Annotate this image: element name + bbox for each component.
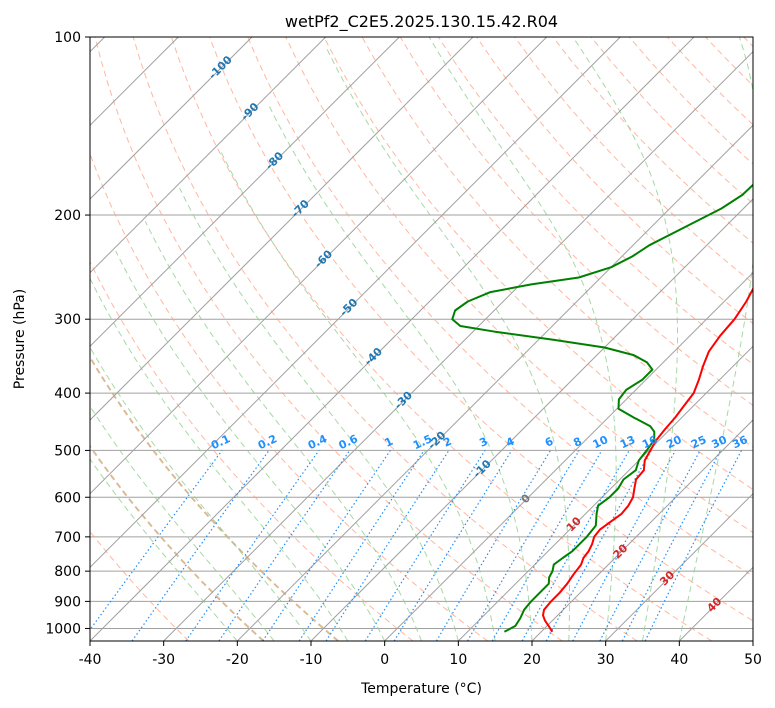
dry-adiabat-line bbox=[90, 444, 265, 641]
axes: -40 -30 -20 -10 0 10 20 30 40 50 100 200 300 400 500 60… bbox=[45, 30, 762, 668]
dry-adiabats bbox=[90, 37, 753, 641]
dry-adiabat-line bbox=[247, 37, 753, 577]
y-tick-label: 1000 bbox=[45, 621, 81, 637]
dry-adiabat-line bbox=[170, 37, 712, 641]
moist-adiabat-line bbox=[90, 405, 275, 641]
y-axis-label: Pressure (hPa) bbox=[12, 289, 28, 389]
moist-adiabat-line bbox=[267, 104, 533, 641]
moist-adiabat-line bbox=[90, 346, 312, 641]
y-tick-label: 700 bbox=[54, 530, 81, 546]
x-tick-label: 0 bbox=[380, 652, 389, 668]
isotherm-line bbox=[90, 37, 548, 495]
moist-adiabat-line bbox=[678, 37, 753, 641]
x-tick-label: 20 bbox=[523, 652, 541, 668]
x-tick-label: -10 bbox=[300, 652, 323, 668]
isotherms bbox=[90, 37, 753, 641]
mixing-ratio-label: 25 bbox=[689, 433, 708, 451]
isotherm-line bbox=[90, 37, 621, 569]
mixing-ratio-line bbox=[393, 450, 513, 641]
mixing-ratio-line bbox=[262, 450, 391, 641]
dry-adiabat-line bbox=[94, 37, 563, 641]
profile-series bbox=[451, 183, 753, 633]
isotherm-line bbox=[90, 37, 327, 274]
isotherm-line bbox=[310, 198, 753, 641]
mixing-ratio-line bbox=[521, 450, 630, 641]
mixing-ratio-line bbox=[218, 450, 351, 641]
y-tick-label: 100 bbox=[54, 30, 81, 46]
moist-adiabat-line bbox=[90, 277, 349, 641]
mixing-ratio-lines bbox=[90, 450, 743, 641]
dry-adiabat-line bbox=[90, 260, 414, 641]
moist-adiabat-line bbox=[90, 458, 238, 641]
moist-adiabat-line bbox=[428, 37, 617, 641]
moist-adiabat-line bbox=[572, 37, 678, 641]
isotherm-line bbox=[457, 345, 753, 641]
isotherm-line bbox=[531, 419, 753, 641]
mixing-ratio-line bbox=[325, 450, 450, 641]
plot-area: 0.1 0.2 0.4 0.6 1 1.5 2 3 4 6 8 10 13 16 20 25 30 36-100-… bbox=[90, 37, 753, 641]
mixing-ratio-line bbox=[298, 450, 425, 641]
dry-adiabat-line bbox=[209, 37, 753, 622]
plot-frame bbox=[89, 36, 754, 642]
moist-adiabat-line bbox=[326, 49, 570, 641]
isotherm-line bbox=[90, 37, 400, 348]
mixing-ratio-line bbox=[572, 450, 677, 641]
mixing-ratio-line bbox=[131, 450, 270, 641]
dry-adiabat-line bbox=[132, 37, 638, 641]
isotherm-line bbox=[236, 124, 753, 641]
y-tick-label: 900 bbox=[54, 594, 81, 610]
moist-adiabat-line bbox=[115, 250, 386, 641]
dry-adiabat-line bbox=[285, 37, 753, 534]
mixing-ratio-line bbox=[545, 450, 652, 641]
mixing-ratio-label: 16 bbox=[640, 433, 660, 451]
mixing-ratio-line bbox=[644, 450, 743, 641]
isotherm-line bbox=[605, 492, 753, 641]
y-tick-label: 500 bbox=[54, 443, 81, 459]
mixing-ratio-line bbox=[90, 450, 223, 631]
dewpoint-profile-line bbox=[451, 183, 753, 633]
y-tick-label: 200 bbox=[54, 208, 81, 224]
moist-adiabat-line bbox=[219, 149, 496, 641]
moist-adiabats bbox=[90, 37, 753, 641]
mixing-ratio-line bbox=[621, 450, 722, 641]
x-tick-label: 50 bbox=[744, 652, 762, 668]
x-tick-label: -40 bbox=[79, 652, 102, 668]
isotherm-line bbox=[90, 37, 253, 200]
y-tick-label: 400 bbox=[54, 386, 81, 402]
x-tick-label: 40 bbox=[670, 652, 688, 668]
x-tick-label: -30 bbox=[152, 652, 175, 668]
x-axis-label: Temperature (°C) bbox=[360, 681, 482, 697]
mixing-ratio-label: 20 bbox=[664, 433, 684, 451]
moist-adiabat-line bbox=[179, 187, 459, 641]
dry-adiabat-line bbox=[323, 37, 753, 491]
y-tick-label: 800 bbox=[54, 564, 81, 580]
isotherm-line bbox=[384, 271, 753, 641]
temperature-profile-line bbox=[542, 286, 753, 633]
x-tick-label: -20 bbox=[226, 652, 249, 668]
mixing-ratio-label: 36 bbox=[730, 433, 750, 451]
mixing-ratio-label: 13 bbox=[618, 433, 637, 451]
moist-adiabat-line bbox=[144, 221, 422, 641]
dry-adiabat-line bbox=[514, 37, 753, 284]
y-tick-label: 300 bbox=[54, 312, 81, 328]
chart-title: wetPf2_C2E5.2025.130.15.42.R04 bbox=[285, 12, 558, 32]
isotherm-line bbox=[163, 50, 753, 641]
isotherm-line bbox=[90, 37, 695, 641]
dry-adiabat-line bbox=[476, 37, 753, 325]
isotherm-line bbox=[90, 37, 474, 421]
x-tick-label: 30 bbox=[597, 652, 615, 668]
mixing-ratio-label: 10 bbox=[591, 433, 611, 451]
mixing-ratio-line bbox=[185, 450, 320, 641]
x-tick-label: 10 bbox=[449, 652, 467, 668]
mixing-ratio-label: 30 bbox=[710, 433, 730, 451]
y-tick-label: 600 bbox=[54, 490, 81, 506]
dry-adiabat-line bbox=[90, 355, 339, 641]
